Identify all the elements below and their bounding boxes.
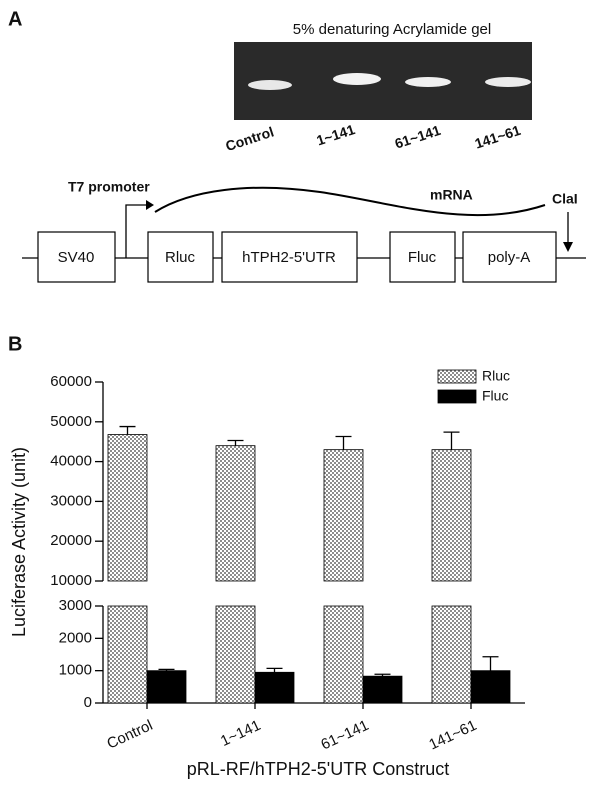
y-tick-label: 50000: [50, 413, 92, 430]
y-tick-label: 60000: [50, 373, 92, 390]
gel-band: [248, 80, 292, 90]
error-bar: [443, 431, 460, 450]
element-box: [147, 231, 214, 283]
site-label: ClaI: [552, 191, 578, 207]
bar: [470, 670, 511, 704]
bar: [107, 605, 148, 704]
element-label: Rluc: [165, 249, 196, 266]
element-label: poly-A: [488, 249, 531, 266]
gel-band: [333, 73, 381, 85]
bar: [323, 605, 364, 704]
gel-title: 5% denaturing Acrylamide gel: [293, 21, 491, 38]
bar: [215, 605, 256, 704]
element-label: SV40: [58, 249, 95, 266]
y-tick-label: 3000: [59, 597, 92, 614]
y-tick-label: 30000: [50, 492, 92, 509]
error-bar: [227, 439, 244, 446]
element-label: hTPH2-5'UTR: [242, 249, 336, 266]
legend-label: Rluc: [482, 368, 510, 384]
error-bar: [266, 667, 283, 673]
element-box: [221, 231, 358, 283]
error-bar: [119, 425, 136, 435]
error-bar: [374, 673, 391, 677]
y-tick-label: 1000: [59, 662, 92, 679]
mrna-label: mRNA: [430, 187, 473, 203]
promoter-arrow: [125, 204, 146, 258]
gel-image: [234, 42, 532, 120]
site-arrowhead: [563, 242, 573, 252]
bar: [431, 605, 472, 704]
y-axis-label: Luciferase Activity (unit): [9, 447, 29, 637]
lane-label: 61~141: [393, 122, 443, 152]
bar: [146, 670, 187, 704]
promoter-arrowhead: [146, 200, 154, 210]
y-tick-label: 40000: [50, 453, 92, 470]
x-axis-label: pRL-RF/hTPH2-5'UTR Construct: [187, 759, 450, 779]
legend-swatch: [437, 389, 477, 404]
panel-label: B: [8, 333, 22, 355]
promoter-label: T7 promoter: [68, 179, 150, 195]
element-label: Fluc: [408, 249, 437, 266]
bar: [107, 434, 148, 582]
x-tick-label: Control: [104, 717, 155, 753]
x-tick-label: 61~141: [318, 717, 371, 754]
legend-label: Fluc: [482, 388, 508, 404]
legend-swatch: [437, 369, 477, 384]
x-tick-label: 1~141: [218, 717, 263, 750]
error-bar: [335, 435, 352, 450]
bar: [431, 449, 472, 582]
x-tick-label: 141~61: [426, 717, 479, 754]
bar: [323, 449, 364, 582]
element-box: [37, 231, 116, 283]
y-tick-label: 2000: [59, 629, 92, 646]
bar: [215, 445, 256, 582]
element-box: [462, 231, 557, 283]
error-bar: [158, 668, 175, 671]
lane-label: 141~61: [473, 122, 523, 152]
y-tick-label: 20000: [50, 532, 92, 549]
gel-band: [405, 77, 451, 87]
bar: [254, 671, 295, 704]
element-box: [389, 231, 456, 283]
gel-band: [485, 77, 531, 87]
y-tick-label: 10000: [50, 572, 92, 589]
y-tick-label: 0: [84, 694, 92, 711]
error-bar: [482, 656, 499, 671]
panel-label: A: [8, 8, 22, 30]
lane-label: 1~141: [314, 121, 357, 148]
bar: [362, 675, 403, 704]
mrna-curve: [154, 186, 546, 217]
lane-label: Control: [223, 123, 275, 154]
